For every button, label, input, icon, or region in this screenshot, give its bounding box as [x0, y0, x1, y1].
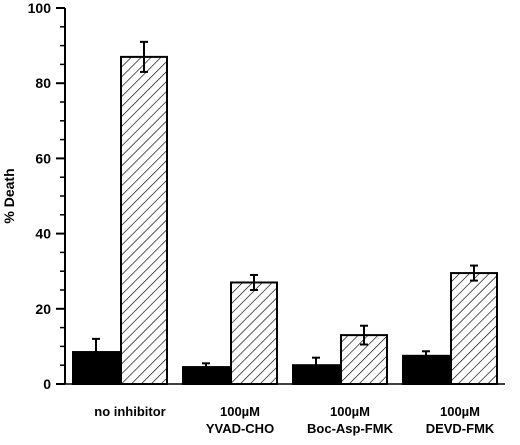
bars: [73, 42, 497, 384]
bar-hatched: [451, 273, 497, 384]
y-tick-label: 60: [35, 150, 51, 166]
category-label: 100µM: [330, 404, 370, 419]
y-tick-label: 40: [35, 226, 51, 242]
category-label: DEVD-FMK: [426, 421, 495, 436]
bar-hatched: [231, 282, 277, 384]
y-tick-label: 100: [28, 0, 52, 16]
bar-solid: [183, 367, 229, 384]
bar-solid: [73, 352, 119, 384]
category-label: 100µM: [220, 404, 260, 419]
y-tick-label: 80: [35, 75, 51, 91]
y-axis-title: % Death: [1, 168, 17, 223]
y-tick-label: 20: [35, 301, 51, 317]
bar-solid: [403, 356, 449, 384]
bar-solid: [293, 365, 339, 384]
category-label: Boc-Asp-FMK: [307, 421, 394, 436]
category-label: no inhibitor: [94, 404, 165, 419]
y-tick-label: 0: [43, 376, 51, 392]
bar-hatched: [121, 57, 167, 384]
category-label: 100µM: [440, 404, 480, 419]
category-label: YVAD-CHO: [206, 421, 274, 436]
category-labels: no inhibitor 100µM YVAD-CHO 100µM Boc-Asp-FM…: [94, 404, 495, 436]
